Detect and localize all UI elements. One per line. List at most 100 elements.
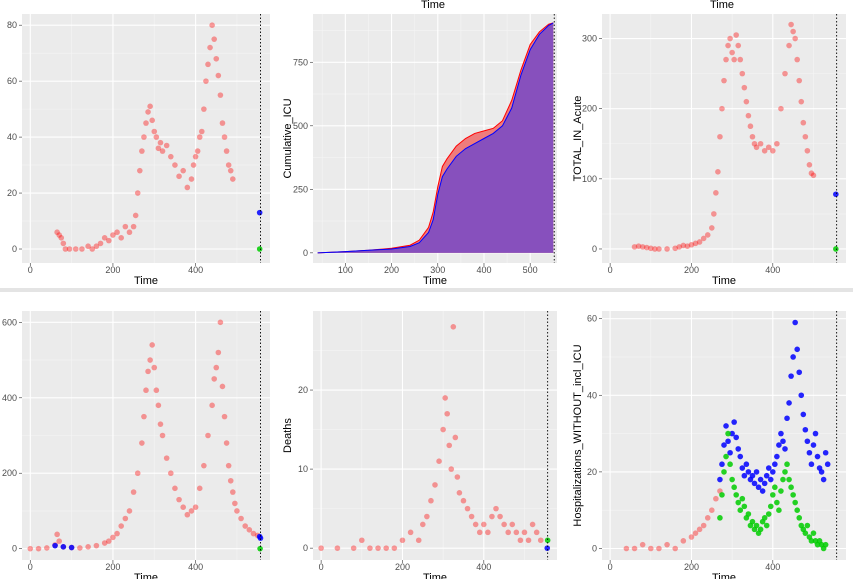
data-point: [525, 537, 532, 544]
data-point: [383, 545, 390, 551]
x-tick-label: 400: [765, 562, 780, 572]
x-axis-label: Time: [423, 572, 447, 579]
data-point: [765, 465, 772, 471]
y-tick-label: 0: [303, 248, 308, 258]
data-point: [126, 229, 133, 236]
data-point: [776, 442, 782, 448]
data-point: [318, 545, 324, 551]
x-tick-label: 200: [105, 265, 120, 275]
data-point: [446, 442, 453, 449]
y-tick-label: 0: [12, 244, 17, 254]
data-point: [648, 245, 654, 252]
x-tick-label: 400: [188, 265, 203, 275]
data-point: [737, 507, 744, 513]
data-point: [784, 415, 790, 422]
x-tick-label: 0: [28, 265, 33, 275]
data-point: [456, 490, 463, 496]
data-point: [784, 461, 790, 468]
data-point: [721, 469, 727, 475]
data-point: [688, 534, 695, 540]
data-point: [704, 232, 711, 238]
y-axis-label: Cumulative_ICU: [282, 98, 294, 178]
data-point: [812, 430, 819, 437]
panel-p1: 0 200 400 0 20 40 60 80 Time: [7, 14, 270, 287]
data-point: [782, 446, 788, 452]
data-point: [517, 537, 524, 544]
y-tick-label: 500: [293, 121, 308, 131]
data-point: [35, 545, 42, 552]
data-point: [141, 413, 147, 420]
data-point: [209, 22, 215, 28]
data-point: [56, 538, 62, 544]
data-point: [54, 531, 60, 538]
data-point: [753, 469, 760, 475]
data-point: [163, 455, 170, 461]
data-point: [143, 120, 149, 126]
data-point: [68, 544, 75, 551]
data-point: [481, 521, 487, 528]
data-point: [672, 245, 678, 252]
y-tick-label: 100: [582, 174, 597, 184]
data-point: [172, 485, 178, 492]
data-point: [723, 423, 729, 429]
x-tick-label: 100: [338, 265, 353, 275]
data-point: [196, 134, 203, 140]
data-point: [375, 545, 381, 551]
data-point: [782, 469, 788, 475]
data-point: [106, 237, 112, 244]
data-point: [631, 545, 638, 552]
data-point: [472, 521, 479, 528]
data-point: [747, 123, 754, 130]
data-point: [159, 148, 166, 154]
data-point: [737, 453, 744, 460]
data-point: [509, 521, 516, 528]
data-point: [741, 472, 748, 479]
x-tick-label: 0: [28, 562, 33, 572]
data-point: [493, 505, 499, 512]
data-point: [818, 469, 825, 475]
x-tick-label: 0: [319, 562, 324, 572]
data-point: [770, 469, 776, 475]
panel-p5: 0 200 400 0 10 20 Time Deaths: [282, 311, 557, 579]
data-point: [774, 453, 780, 460]
data-point: [729, 49, 735, 56]
data-point: [424, 513, 430, 520]
data-point: [804, 522, 811, 529]
data-point: [643, 244, 650, 251]
data-point: [143, 387, 149, 394]
data-point: [501, 521, 507, 528]
data-point: [60, 240, 67, 247]
data-point: [145, 109, 151, 115]
y-tick-label: 40: [7, 132, 17, 142]
data-point: [719, 492, 725, 498]
data-point: [810, 442, 817, 448]
data-point: [199, 128, 205, 135]
y-tick-label: 0: [12, 544, 17, 554]
data-point: [190, 162, 197, 168]
data-point: [196, 485, 203, 492]
y-tick-label: 0: [303, 543, 308, 553]
data-point: [114, 229, 120, 236]
data-point: [749, 472, 756, 479]
data-point: [79, 246, 85, 252]
data-point: [203, 78, 209, 84]
panel-background: [602, 311, 846, 560]
data-point: [792, 35, 798, 42]
data-point: [176, 496, 182, 503]
x-tick-label: 400: [476, 562, 491, 572]
panel-p3: 0 200 400 0 100 200 300 Time TOTAL_IN_Acute: [572, 14, 846, 287]
data-point: [790, 28, 796, 35]
panel-p6: 0 200 400 0 20 40 60 Time Hospitalizations_WITHO…: [572, 311, 846, 579]
data-point: [452, 434, 459, 441]
panel-background: [313, 311, 557, 560]
data-point: [733, 32, 739, 38]
y-tick-label: 40: [587, 390, 597, 400]
data-point: [792, 499, 798, 506]
data-point: [623, 545, 630, 552]
data-point: [822, 541, 829, 548]
data-point: [168, 470, 174, 477]
data-point: [753, 522, 760, 529]
data-point: [648, 545, 654, 552]
data-point: [727, 461, 733, 468]
data-point: [778, 105, 784, 112]
